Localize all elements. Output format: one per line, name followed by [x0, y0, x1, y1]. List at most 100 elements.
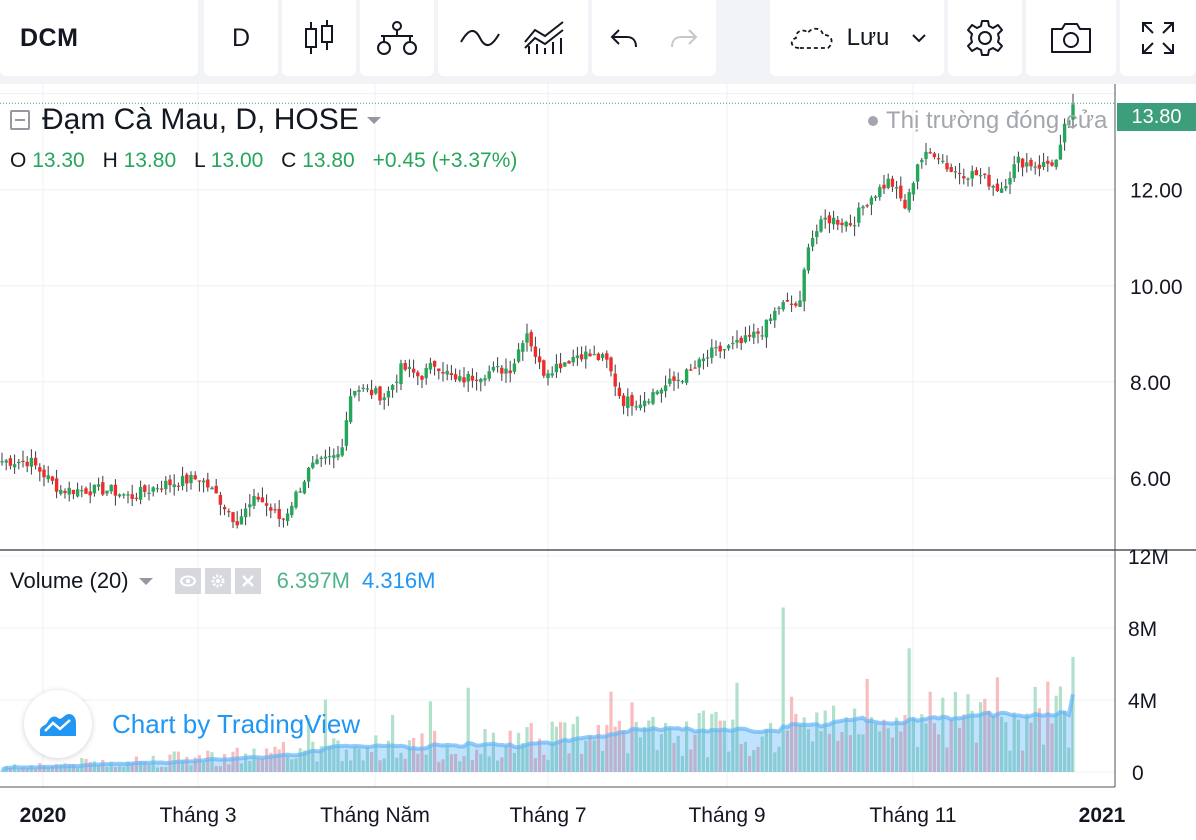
volume-bar [349, 760, 353, 772]
candle-body [504, 368, 508, 374]
candle-body [815, 231, 819, 238]
candle-body [789, 303, 794, 305]
candle-body [92, 484, 97, 494]
candle-body [214, 485, 218, 494]
volume-bar [210, 752, 214, 772]
save-button[interactable]: Lưu [770, 0, 944, 76]
candle-body [403, 363, 407, 370]
interval-button[interactable]: D [204, 0, 278, 76]
gear-icon[interactable] [204, 568, 231, 594]
compare-scale-icon [377, 21, 417, 55]
snapshot-button[interactable] [1026, 0, 1116, 76]
volume-bar [458, 761, 462, 772]
fullscreen-button[interactable] [1120, 0, 1196, 76]
volume-bar [1058, 686, 1062, 772]
candle-body [218, 494, 223, 505]
volume-bar [622, 730, 626, 772]
axes: 6.00 8.00 10.00 12.00 0 4M 8M 12M 2020 Tháng 3 Thá… [0, 84, 1196, 827]
volume-bar [878, 731, 882, 772]
volume-bar [449, 754, 453, 772]
volume-bar [105, 766, 109, 772]
chevron-down-icon[interactable] [138, 577, 153, 585]
volume-bar [378, 760, 382, 772]
redo-button[interactable] [669, 26, 699, 50]
volume-bar [479, 753, 483, 772]
volume-bar [1054, 695, 1058, 772]
financials-button[interactable] [523, 20, 567, 56]
undo-button[interactable] [609, 26, 639, 50]
volume-ma-area [1, 693, 1075, 772]
volume-bar [454, 753, 458, 772]
volume-tick-label: 12M [1128, 546, 1169, 569]
volume-bar [785, 730, 789, 772]
candle-body [672, 376, 676, 381]
open-label: O [10, 149, 27, 172]
candle-body [38, 467, 42, 472]
volume-bar [710, 713, 714, 772]
volume-bar [244, 753, 248, 772]
candle-body [571, 356, 575, 363]
candle-body [882, 184, 886, 189]
candle-body [12, 464, 17, 468]
candle-body [798, 300, 802, 307]
eye-icon[interactable] [174, 568, 201, 594]
indicator-button[interactable] [459, 26, 501, 50]
candle-body [71, 489, 76, 495]
candle-body [563, 362, 567, 367]
volume-bar [571, 724, 575, 772]
volume-bar [995, 677, 999, 772]
chevron-down-icon[interactable] [911, 33, 927, 43]
volume-bar [924, 723, 928, 772]
candle-body [1025, 162, 1029, 167]
volume-bar [979, 702, 983, 772]
candle-body [756, 331, 760, 334]
volume-legend[interactable]: Volume (20) 6.397M 4.316M [10, 568, 435, 594]
candle-body [714, 347, 718, 349]
candle-body [277, 508, 281, 519]
candle-body [67, 487, 71, 495]
candle-body [659, 389, 664, 394]
candle-body [878, 187, 882, 198]
volume-bar [890, 737, 894, 772]
candle-body [420, 376, 424, 380]
candle-body [915, 164, 920, 182]
candle-body [185, 474, 189, 484]
collapse-legend-icon[interactable] [10, 110, 30, 130]
volume-bar [483, 728, 487, 772]
volume-bar [512, 752, 516, 772]
candle-body [441, 372, 445, 374]
close-icon[interactable] [234, 568, 261, 594]
market-status: Thị trường đóng cửa [868, 107, 1107, 135]
candle-body [550, 373, 554, 376]
compare-button[interactable] [360, 0, 434, 76]
tradingview-watermark[interactable]: Chart by TradingView [24, 690, 360, 758]
candle-body [1029, 159, 1033, 167]
volume-tick-label: 0 [1132, 762, 1144, 785]
fullscreen-icon [1142, 22, 1174, 54]
series-legend[interactable]: Đạm Cà Mau, D, HOSE [10, 103, 381, 137]
candle-body [810, 237, 815, 247]
candle-body [676, 379, 680, 382]
chevron-down-icon[interactable] [366, 116, 381, 124]
volume-bar [21, 767, 25, 772]
volume-bar [160, 766, 164, 772]
volume-bar [983, 698, 987, 772]
candle-body [928, 152, 932, 154]
candle-body [75, 489, 80, 497]
volume-bar [504, 745, 508, 772]
undo-icon [610, 29, 637, 48]
volume-bar [147, 764, 151, 772]
settings-button[interactable] [948, 0, 1022, 76]
volume-bar [718, 720, 722, 772]
volume-bar [143, 761, 147, 772]
candle-body [768, 318, 773, 321]
volume-bar [193, 757, 197, 772]
volume-bar [332, 738, 336, 772]
volume-bar [1025, 713, 1029, 772]
volume-bar [869, 717, 873, 772]
candle-body [991, 185, 995, 188]
candle-body [978, 175, 983, 177]
candles-style-button[interactable] [282, 0, 356, 76]
symbol-button[interactable]: DCM [0, 0, 198, 76]
